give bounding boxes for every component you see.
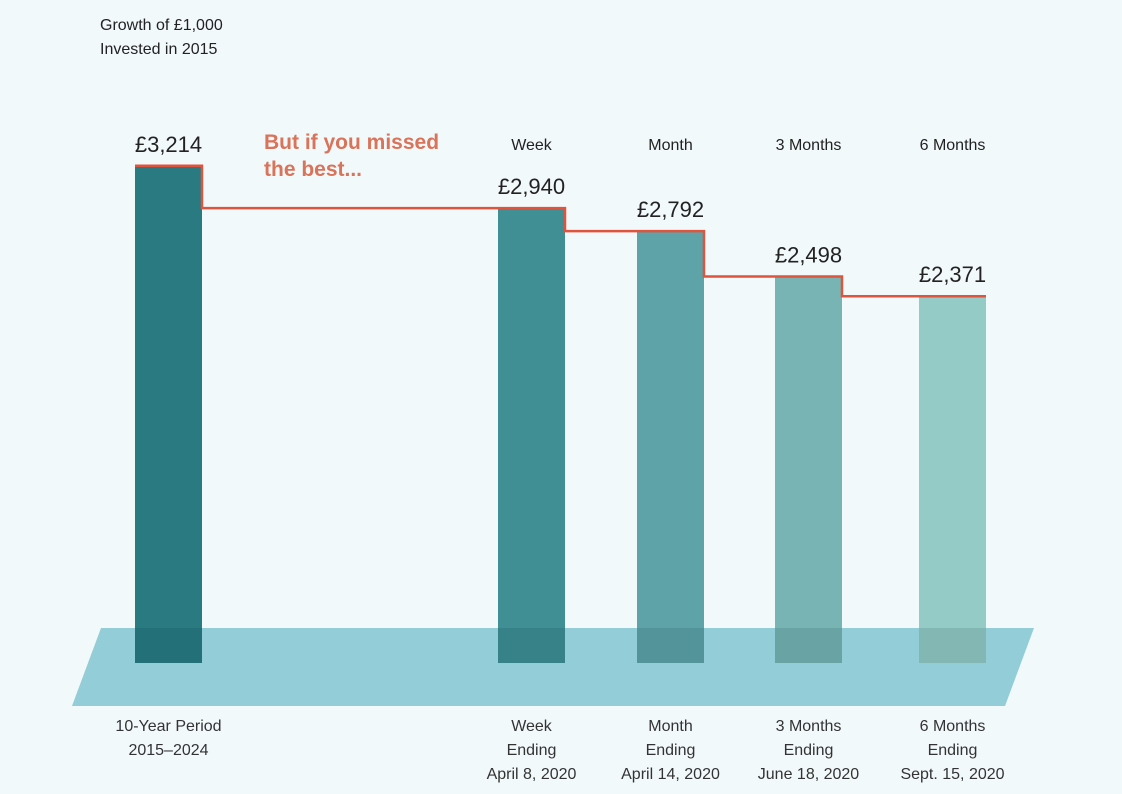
value-label: £2,792 <box>637 197 704 222</box>
x-tick-label: Month <box>648 718 692 735</box>
value-label: £2,371 <box>919 262 986 287</box>
x-tick-label: 3 Months <box>776 718 842 735</box>
x-tick-label: Ending <box>928 742 978 759</box>
x-tick-label: Ending <box>507 742 557 759</box>
bar-floor-shadow <box>919 628 986 663</box>
chart-title-line: Invested in 2015 <box>100 41 218 58</box>
chart-title-line: Growth of £1,000 <box>100 17 223 34</box>
bar-floor-shadow <box>135 628 202 663</box>
x-tick-label: Ending <box>784 742 834 759</box>
x-tick-label: April 8, 2020 <box>487 766 577 783</box>
x-tick-label: Sept. 15, 2020 <box>900 766 1004 783</box>
bar-6-months <box>919 296 986 663</box>
column-header: 6 Months <box>920 137 986 154</box>
x-tick-label: June 18, 2020 <box>758 766 860 783</box>
annotation-line: the best... <box>264 158 362 181</box>
annotation-line: But if you missed <box>264 131 439 154</box>
x-tick-label: 2015–2024 <box>128 742 208 759</box>
bar-10-year-period <box>135 165 202 664</box>
bar-floor-shadow <box>637 628 704 663</box>
x-tick-label: 10-Year Period <box>115 718 221 735</box>
column-header: 3 Months <box>776 137 842 154</box>
value-label: £2,498 <box>775 243 842 268</box>
value-label: £3,214 <box>135 132 202 157</box>
column-header: Month <box>648 137 692 154</box>
column-header: Week <box>511 137 553 154</box>
missed-best-step-line <box>135 164 986 298</box>
bar-floor-shadow <box>498 628 565 663</box>
x-tick-label: April 14, 2020 <box>621 766 720 783</box>
x-tick-label: 6 Months <box>920 718 986 735</box>
bar-month <box>637 231 704 663</box>
value-label: £2,940 <box>498 174 565 199</box>
x-tick-label: Week <box>511 718 553 735</box>
bar-week <box>498 208 565 663</box>
bar-floor-shadow <box>775 628 842 663</box>
bar-3-months <box>775 276 842 663</box>
x-tick-label: Ending <box>646 742 696 759</box>
